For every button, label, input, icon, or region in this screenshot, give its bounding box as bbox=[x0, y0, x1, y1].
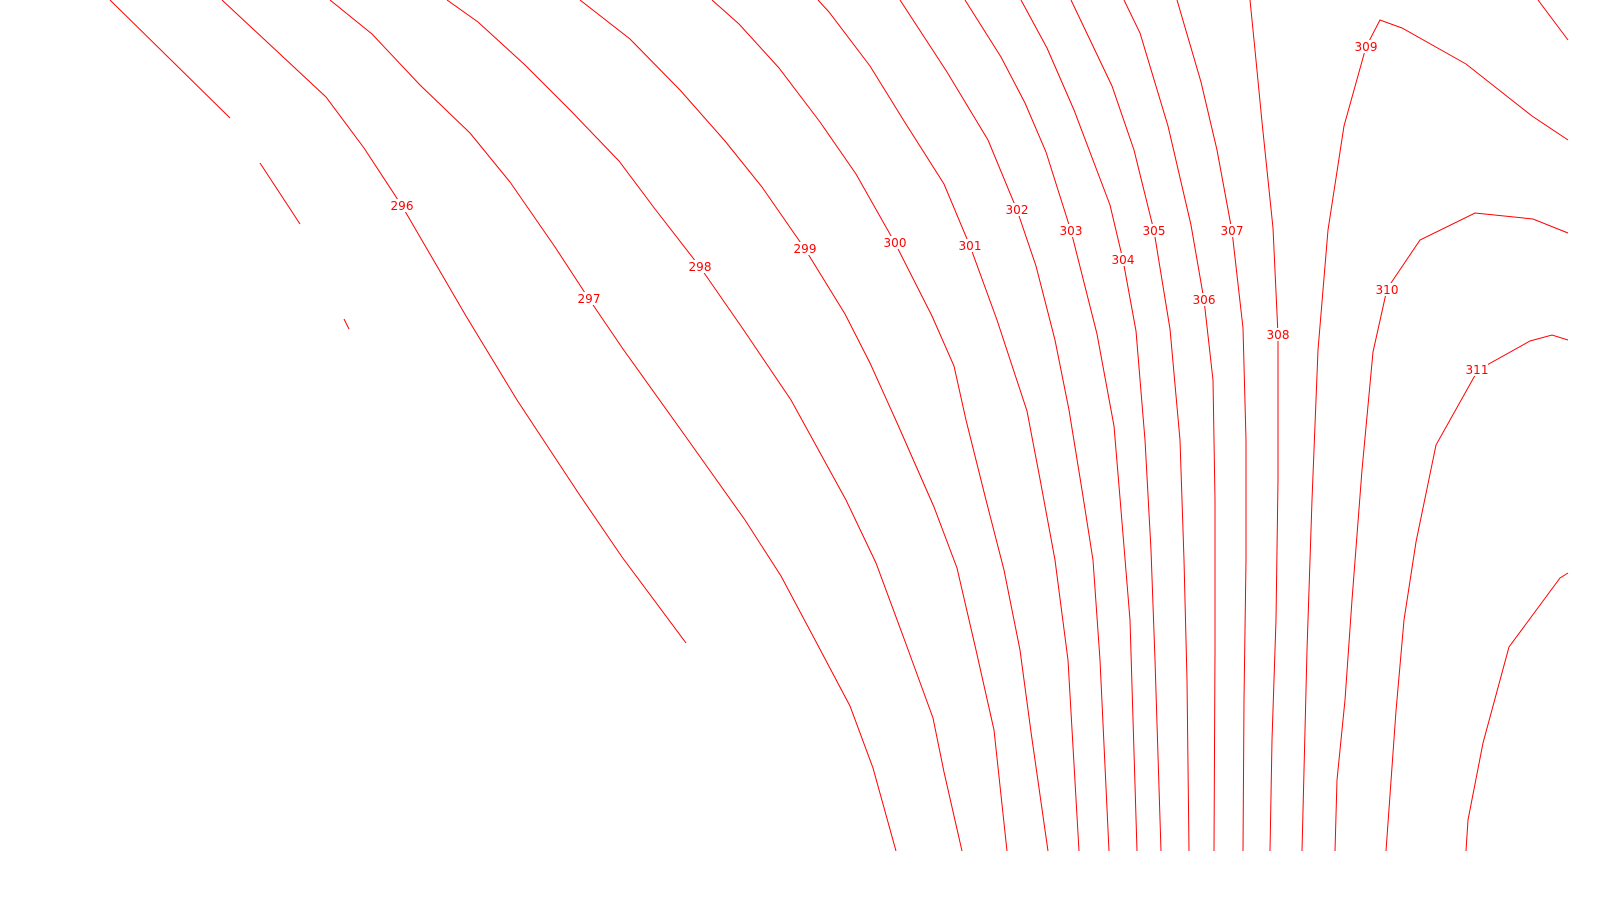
contour-label-background bbox=[1355, 40, 1377, 53]
contour-line-302 bbox=[899, 0, 1110, 852]
contour-label: 299 bbox=[794, 242, 817, 256]
contour-line-corner bbox=[1537, 0, 1569, 41]
contour-label-background bbox=[391, 199, 413, 212]
contour-line-310 bbox=[1334, 212, 1569, 852]
contour-label-background bbox=[1006, 203, 1028, 216]
contour-label: 304 bbox=[1112, 253, 1135, 267]
contour-line-305 bbox=[1070, 0, 1190, 852]
contour-label-background bbox=[794, 242, 816, 255]
contour-label-background bbox=[1221, 224, 1243, 237]
contour-label: 308 bbox=[1267, 328, 1290, 342]
contour-label-background bbox=[1112, 253, 1134, 266]
contour-label: 309 bbox=[1355, 40, 1378, 54]
contour-line-295-a bbox=[109, 0, 231, 119]
contour-line-299 bbox=[579, 0, 1008, 852]
contour-line-308 bbox=[1249, 0, 1279, 852]
contour-line-295-c bbox=[343, 318, 350, 330]
contour-label-background bbox=[1193, 293, 1215, 306]
contour-label-background bbox=[1267, 328, 1289, 341]
contour-label: 310 bbox=[1376, 283, 1399, 297]
contour-label: 297 bbox=[578, 292, 601, 306]
contour-line-301 bbox=[817, 0, 1080, 852]
contour-label: 302 bbox=[1006, 203, 1029, 217]
contour-label-background bbox=[1060, 224, 1082, 237]
contour-label: 305 bbox=[1143, 224, 1166, 238]
contour-label-background bbox=[1376, 283, 1398, 296]
contour-line-309 bbox=[1301, 19, 1569, 852]
contour-line-300 bbox=[711, 0, 1049, 852]
contour-label: 307 bbox=[1221, 224, 1244, 238]
contour-label-background bbox=[578, 292, 600, 305]
contour-label: 300 bbox=[884, 236, 907, 250]
contour-label: 306 bbox=[1193, 293, 1216, 307]
contour-line-311 bbox=[1385, 334, 1569, 852]
contour-label: 298 bbox=[689, 260, 712, 274]
contour-label: 296 bbox=[391, 199, 414, 213]
contour-line-303 bbox=[964, 0, 1138, 852]
contour-line-307 bbox=[1176, 0, 1247, 852]
contour-line-296 bbox=[221, 0, 687, 644]
contour-label-background bbox=[1466, 363, 1488, 376]
contour-line-306 bbox=[1123, 0, 1216, 852]
contour-label: 303 bbox=[1060, 224, 1083, 238]
contour-line-295-b bbox=[259, 162, 301, 225]
contour-label-background bbox=[689, 260, 711, 273]
contour-label-background bbox=[959, 239, 981, 252]
contour-label-background bbox=[1143, 224, 1165, 237]
contour-line-304 bbox=[1020, 0, 1162, 852]
contour-label: 311 bbox=[1466, 363, 1489, 377]
contour-line-298 bbox=[446, 0, 963, 852]
contour-label-background bbox=[884, 236, 906, 249]
contour-lines bbox=[109, 0, 1569, 852]
contour-label: 301 bbox=[959, 239, 982, 253]
contour-labels: 296 297 298 299 300 301 302 303 304 305 306 307 308 3… bbox=[391, 40, 1489, 377]
contour-line-312 bbox=[1465, 572, 1569, 852]
contour-line-297 bbox=[329, 0, 897, 852]
